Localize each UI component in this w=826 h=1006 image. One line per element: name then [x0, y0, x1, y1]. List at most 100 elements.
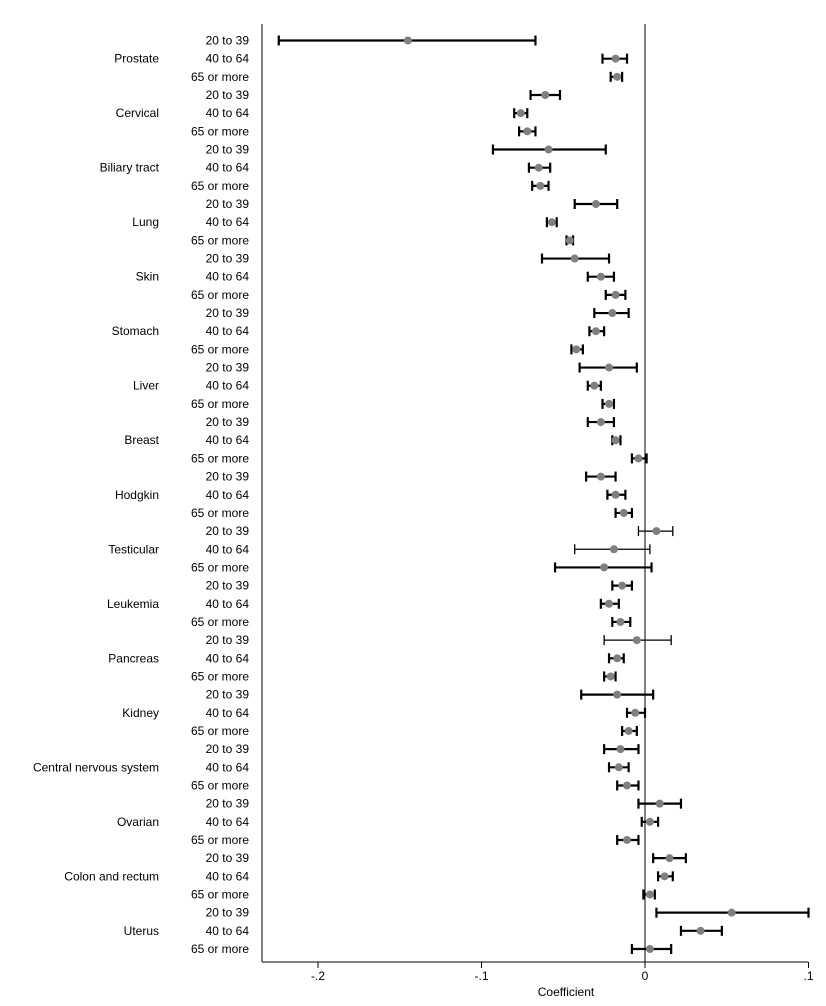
age-group-label: 20 to 39 [206, 34, 250, 48]
cancer-label: Hodgkin [115, 488, 159, 502]
point-estimate [624, 726, 633, 735]
point-estimate [634, 454, 643, 463]
age-group-label: 40 to 64 [206, 597, 250, 611]
age-group-label: 65 or more [191, 288, 249, 302]
cancer-label: Colon and rectum [64, 869, 159, 883]
point-estimate [645, 890, 654, 899]
cancer-label: Testicular [108, 542, 159, 556]
age-group-label: 40 to 64 [206, 760, 250, 774]
point-estimate [613, 654, 622, 663]
point-estimate [660, 872, 669, 881]
cancer-label: Ovarian [117, 815, 159, 829]
point-estimate [623, 835, 632, 844]
cancer-label: Central nervous system [33, 760, 159, 774]
cancer-label: Liver [133, 379, 159, 393]
age-group-label: 20 to 39 [206, 688, 250, 702]
point-estimate [605, 399, 614, 408]
x-tick-label: .1 [803, 969, 813, 983]
point-estimate [605, 363, 614, 372]
point-estimate [536, 181, 545, 190]
x-axis-label: Coefficient [538, 985, 595, 999]
point-estimate [616, 617, 625, 626]
cancer-label: Leukemia [107, 597, 159, 611]
age-group-label: 20 to 39 [206, 851, 250, 865]
age-group-label: 65 or more [191, 451, 249, 465]
point-estimate [609, 545, 618, 554]
age-group-label: 40 to 64 [206, 161, 250, 175]
point-estimate [572, 345, 581, 354]
age-group-label: 20 to 39 [206, 88, 250, 102]
age-group-label: 65 or more [191, 506, 249, 520]
age-group-label: 40 to 64 [206, 651, 250, 665]
point-estimate [565, 236, 574, 245]
point-estimate [590, 381, 599, 390]
cancer-label: Stomach [112, 324, 159, 338]
age-group-label: 65 or more [191, 833, 249, 847]
age-group-label: 40 to 64 [206, 542, 250, 556]
x-tick-label: -.2 [311, 969, 325, 983]
point-estimate [605, 599, 614, 608]
age-group-label: 40 to 64 [206, 924, 250, 938]
point-estimate [652, 527, 661, 536]
point-estimate [613, 690, 622, 699]
age-group-label: 40 to 64 [206, 815, 250, 829]
point-estimate [623, 781, 632, 790]
point-estimate [547, 218, 556, 227]
age-group-label: 40 to 64 [206, 324, 250, 338]
cancer-label: Skin [136, 270, 159, 284]
age-group-label: 20 to 39 [206, 579, 250, 593]
estimates [277, 35, 810, 954]
age-group-label: 40 to 64 [206, 433, 250, 447]
point-estimate [611, 436, 620, 445]
point-estimate [403, 36, 412, 45]
age-group-label: 20 to 39 [206, 143, 250, 157]
point-estimate [534, 163, 543, 172]
cancer-label: Prostate [114, 52, 159, 66]
point-estimate [541, 91, 550, 100]
point-estimate [544, 145, 553, 154]
point-estimate [611, 290, 620, 299]
age-group-label: 40 to 64 [206, 270, 250, 284]
age-group-label: 20 to 39 [206, 524, 250, 538]
age-group-label: 20 to 39 [206, 306, 250, 320]
cancer-label: Kidney [122, 706, 159, 720]
x-ticks: -.2 -.1 0 .1 [311, 962, 814, 983]
age-group-label: 20 to 39 [206, 633, 250, 647]
point-estimate [596, 272, 605, 281]
age-group-label: 40 to 64 [206, 52, 250, 66]
point-estimate [516, 109, 525, 118]
cancer-label: Breast [124, 433, 159, 447]
age-group-label: 40 to 64 [206, 106, 250, 120]
cancer-label: Cervical [116, 106, 159, 120]
point-estimate [727, 908, 736, 917]
age-group-label: 20 to 39 [206, 742, 250, 756]
point-estimate [616, 745, 625, 754]
point-estimate [632, 636, 641, 645]
age-group-label: 65 or more [191, 669, 249, 683]
age-group-label: 40 to 64 [206, 379, 250, 393]
age-group-label: 40 to 64 [206, 869, 250, 883]
point-estimate [645, 945, 654, 953]
point-estimate [613, 72, 622, 81]
point-estimate [596, 472, 605, 481]
age-group-label: 65 or more [191, 724, 249, 738]
point-estimate [611, 54, 620, 63]
point-estimate [523, 127, 532, 136]
point-estimate [618, 581, 627, 590]
age-group-label: 65 or more [191, 70, 249, 84]
age-group-label: 40 to 64 [206, 706, 250, 720]
age-group-label: 65 or more [191, 942, 249, 956]
age-group-label: 20 to 39 [206, 252, 250, 266]
point-estimate [591, 327, 600, 336]
point-estimate [655, 799, 664, 808]
age-group-label: 65 or more [191, 560, 249, 574]
age-group-label: 65 or more [191, 887, 249, 901]
age-group-label: 65 or more [191, 397, 249, 411]
cancer-label: Biliary tract [100, 161, 160, 175]
age-group-label: 20 to 39 [206, 470, 250, 484]
point-estimate [591, 200, 600, 209]
point-estimate [611, 490, 620, 499]
age-group-label: 65 or more [191, 615, 249, 629]
point-estimate [631, 708, 640, 717]
